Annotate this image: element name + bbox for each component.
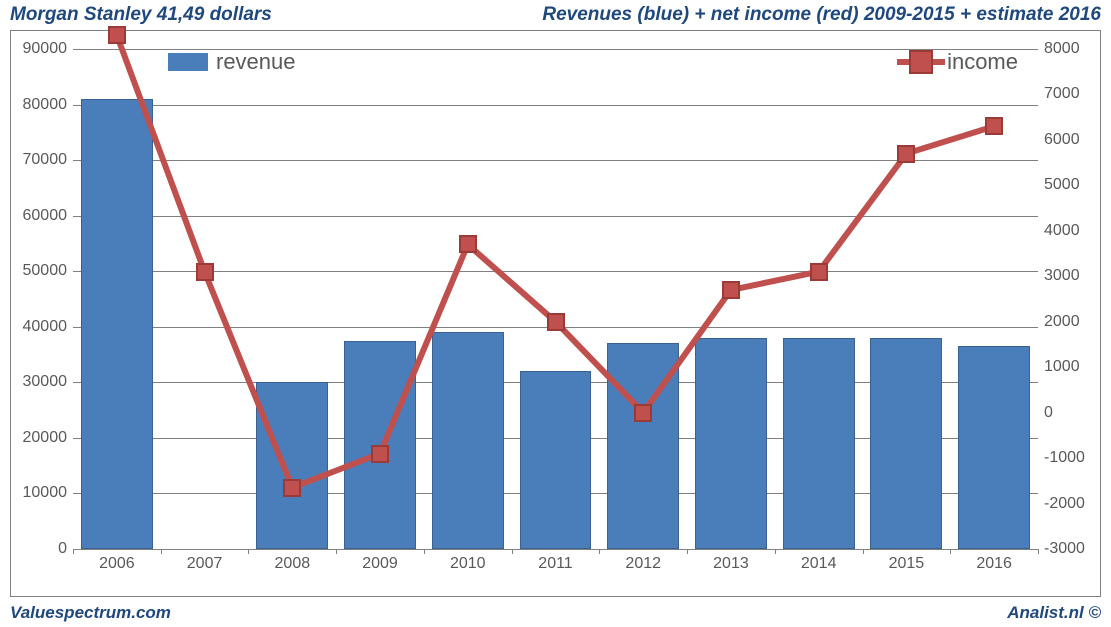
y-right-tick-label: 5000 [1038,176,1080,194]
y-right-tick-label: 1000 [1038,358,1080,376]
title-bar: Morgan Stanley 41,49 dollars Revenues (b… [0,0,1111,28]
income-marker [722,281,740,299]
income-marker [547,313,565,331]
y-right-tick-label: 4000 [1038,222,1080,240]
gridline [73,216,1038,217]
legend-revenue-swatch [168,53,208,71]
revenue-bar [432,332,504,549]
income-marker [283,479,301,497]
x-tick-label: 2014 [801,549,837,573]
y-left-tick-label: 0 [58,540,73,558]
y-left-tick-label: 40000 [23,318,74,336]
revenue-bar [81,99,153,549]
income-marker [196,263,214,281]
revenue-bar [256,382,328,549]
legend-income-label: income [947,49,1018,75]
income-marker [897,145,915,163]
revenue-bar [958,346,1030,549]
y-left-tick-label: 60000 [23,207,74,225]
legend-revenue: revenue [168,49,296,75]
footer-right: Analist.nl © [1007,603,1101,623]
x-tick [512,549,513,554]
y-right-tick-label: -1000 [1038,449,1085,467]
revenue-bar [695,338,767,549]
y-right-tick-label: 6000 [1038,131,1080,149]
x-tick-label: 2015 [889,549,925,573]
x-tick [336,549,337,554]
x-tick-label: 2008 [275,549,311,573]
y-right-tick-label: 7000 [1038,85,1080,103]
y-left-tick-label: 50000 [23,262,74,280]
gridline [73,271,1038,272]
footer-left: Valuespectrum.com [10,603,171,623]
x-tick-label: 2011 [538,549,572,573]
y-left-tick-label: 30000 [23,373,74,391]
x-tick-label: 2009 [362,549,398,573]
x-tick [775,549,776,554]
y-right-tick-label: -3000 [1038,540,1085,558]
x-tick-label: 2007 [187,549,223,573]
x-tick-label: 2012 [625,549,661,573]
income-marker [810,263,828,281]
y-left-tick-label: 10000 [23,484,74,502]
x-tick-label: 2006 [99,549,135,573]
income-marker [985,117,1003,135]
legend-income-swatch [897,51,945,73]
x-tick [161,549,162,554]
revenue-bar [607,343,679,549]
y-right-tick-label: 2000 [1038,313,1080,331]
y-right-tick-label: 0 [1038,404,1053,422]
x-tick-label: 2016 [976,549,1012,573]
x-tick [950,549,951,554]
revenue-bar [783,338,855,549]
revenue-bar [870,338,942,549]
gridline [73,105,1038,106]
y-left-tick-label: 20000 [23,429,74,447]
chart-frame: 0100002000030000400005000060000700008000… [10,30,1101,597]
y-left-tick-label: 70000 [23,151,74,169]
y-right-tick-label: 3000 [1038,267,1080,285]
y-right-tick-label: -2000 [1038,495,1085,513]
income-marker [634,404,652,422]
x-tick [599,549,600,554]
x-tick [863,549,864,554]
x-tick [73,549,74,554]
y-left-tick-label: 90000 [23,40,74,58]
income-marker [108,26,126,44]
y-left-tick-label: 80000 [23,96,74,114]
revenue-bar [520,371,592,549]
x-tick [248,549,249,554]
legend-income: income [897,49,1018,75]
x-tick [687,549,688,554]
footer-bar: Valuespectrum.com Analist.nl © [0,601,1111,627]
legend-revenue-label: revenue [216,49,296,75]
income-marker [459,235,477,253]
x-tick [424,549,425,554]
title-right: Revenues (blue) + net income (red) 2009-… [542,4,1101,26]
gridline [73,160,1038,161]
title-left: Morgan Stanley 41,49 dollars [10,4,272,26]
plot-area: 0100002000030000400005000060000700008000… [73,49,1038,549]
x-tick [1038,549,1039,554]
x-tick-label: 2013 [713,549,749,573]
income-marker [371,445,389,463]
x-tick-label: 2010 [450,549,486,573]
y-right-tick-label: 8000 [1038,40,1080,58]
